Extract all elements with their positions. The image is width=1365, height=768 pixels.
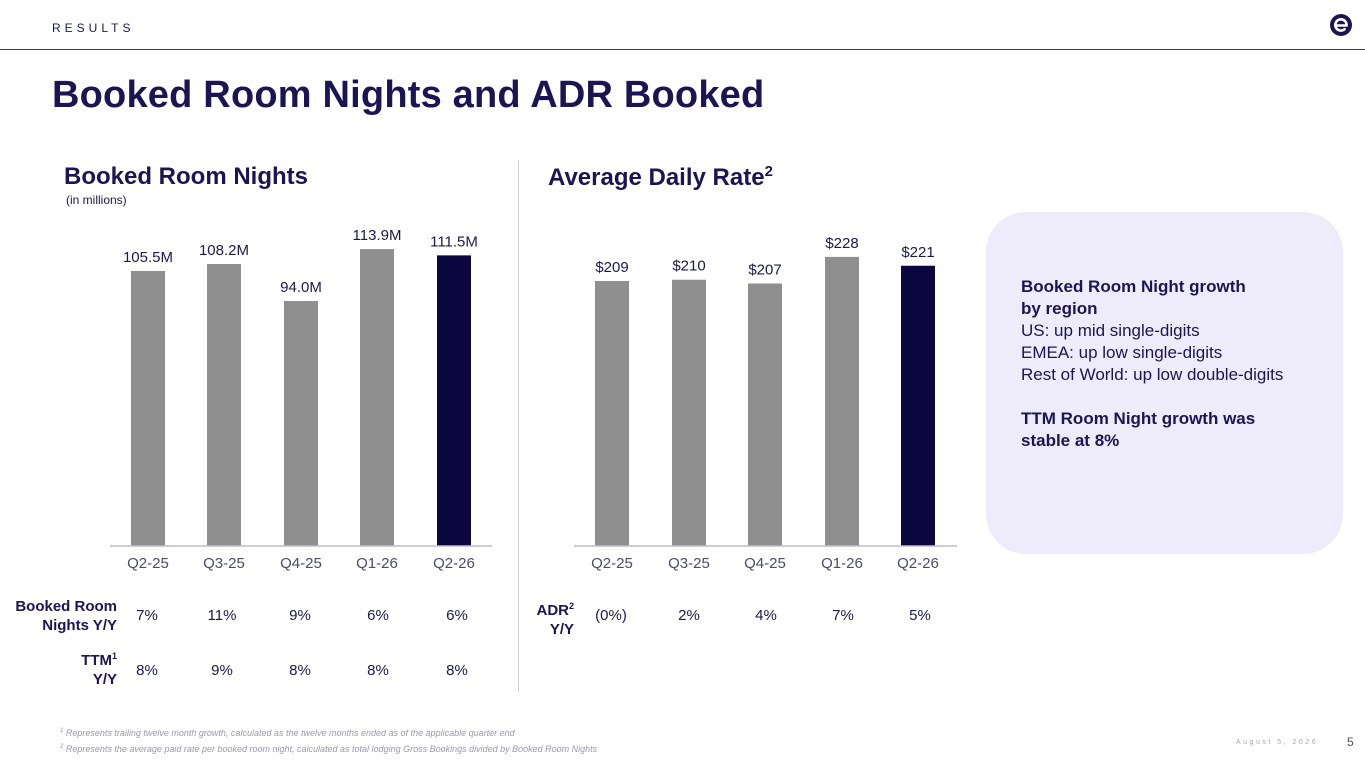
page-number: 5: [1347, 735, 1354, 749]
callout-panel: [986, 212, 1343, 554]
rn-yoy-value: 6%: [367, 607, 389, 624]
footnote-1: 1 Represents trailing twelve month growt…: [60, 728, 515, 738]
callout-line: EMEA: up low single-digits: [1021, 343, 1223, 362]
footer-date: August 5, 2026: [1236, 739, 1319, 746]
bar-Q2-25: [131, 271, 165, 546]
bar-Q1-26: [825, 256, 859, 546]
chart-subtitle-units: (in millions): [66, 193, 127, 207]
callout-line: Rest of World: up low double-digits: [1021, 365, 1284, 384]
bar-Q2-25: [595, 280, 629, 546]
footnotes: 1 Represents trailing twelve month growt…: [60, 724, 597, 756]
bar-Q2-26: [437, 255, 471, 547]
rn-yoy-value: 7%: [136, 607, 158, 624]
x-tick-label: Q2-25: [591, 555, 633, 572]
data-label: $209: [595, 259, 628, 276]
bar-Q2-26: [901, 265, 935, 546]
rn-yoy-value: 9%: [289, 607, 311, 624]
adr-yoy-value: (0%): [595, 607, 627, 624]
chart-divider: [518, 160, 519, 692]
page-title: Booked Room Nights and ADR Booked: [52, 74, 765, 116]
bar-Q4-25: [284, 300, 318, 546]
callout-line: US: up mid single-digits: [1021, 321, 1200, 340]
bar-Q3-25: [207, 263, 241, 546]
ttm-yoy-value: 8%: [289, 662, 311, 679]
callout-text: Booked Room Night growth by region US: u…: [1021, 276, 1283, 452]
bar-Q1-26: [360, 249, 394, 547]
adr-yoy-value: 7%: [832, 607, 854, 624]
bar-Q4-25: [748, 283, 782, 546]
footnote-2: 2 Represents the average paid rate per b…: [60, 744, 598, 754]
chart-title-adr: Average Daily Rate2: [548, 163, 773, 191]
header-rule: [0, 49, 1365, 50]
x-tick-label: Q2-26: [897, 555, 939, 572]
data-label: 105.5M: [123, 249, 173, 266]
x-tick-label: Q4-25: [744, 555, 786, 572]
adr-yoy-value: 4%: [755, 607, 777, 624]
adr-yoy-value: 5%: [909, 607, 931, 624]
bar-Q3-25: [672, 279, 706, 546]
row-label-adr-yoy: ADR2 Y/Y: [536, 601, 574, 638]
ttm-yoy-value: 9%: [211, 662, 233, 679]
ttm-yoy-value: 8%: [136, 662, 158, 679]
x-tick-label: Q1-26: [821, 555, 863, 572]
callout-closing: TTM Room Night growth was: [1021, 409, 1256, 428]
x-tick-label: Q2-26: [433, 555, 475, 572]
callout-heading: Booked Room Night growth: [1021, 277, 1246, 296]
data-label: 113.9M: [353, 227, 402, 244]
row-label-ttm-yoy: TTM1 Y/Y: [81, 651, 117, 688]
callout-heading: by region: [1021, 299, 1098, 318]
rn-yoy-value: 11%: [207, 607, 237, 624]
data-label: $221: [901, 244, 934, 261]
chart-title-room-nights: Booked Room Nights: [64, 163, 308, 190]
company-logo-icon: [1330, 14, 1352, 36]
ttm-yoy-value: 8%: [367, 662, 389, 679]
data-label: 94.0M: [280, 279, 322, 296]
x-tick-label: Q2-25: [127, 555, 169, 572]
rn-yoy-value: 6%: [446, 607, 468, 624]
row-label-room-nights-yoy: Booked Room Nights Y/Y: [15, 598, 117, 634]
data-label: $210: [672, 258, 705, 275]
x-tick-label: Q3-25: [203, 555, 245, 572]
adr-yoy-value: 2%: [678, 607, 700, 624]
x-tick-label: Q4-25: [280, 555, 322, 572]
section-label: RESULTS: [52, 21, 135, 35]
callout-closing: stable at 8%: [1021, 431, 1120, 450]
x-tick-label: Q1-26: [356, 555, 398, 572]
data-label: 111.5M: [430, 233, 478, 250]
data-label: 108.2M: [199, 242, 249, 259]
ttm-yoy-value: 8%: [446, 662, 468, 679]
data-label: $228: [825, 235, 858, 252]
data-label: $207: [748, 262, 781, 279]
x-tick-label: Q3-25: [668, 555, 710, 572]
